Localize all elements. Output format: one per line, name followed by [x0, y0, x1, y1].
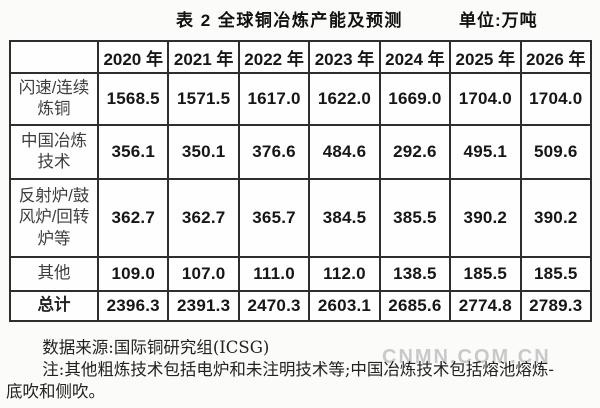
cell: 376.6: [237, 124, 311, 180]
note-line-1: 注:其他粗炼技术包括电炉和未注明技术等;中国冶炼技术包括熔池熔炼-: [42, 360, 554, 379]
year-header-2026: 2026 年: [519, 40, 593, 74]
cell: 362.7: [96, 178, 170, 258]
site-watermark: CNMN.COM.CN: [382, 346, 551, 368]
title-row: 表 2 全球铜冶炼产能及预测 单位:万吨: [0, 6, 600, 32]
corner-cell: [9, 40, 99, 74]
cell: 385.5: [378, 178, 452, 258]
year-header-2021: 2021 年: [167, 40, 240, 74]
cell: 356.1: [96, 124, 170, 180]
cell: 138.5: [378, 256, 452, 292]
cell: 185.5: [449, 256, 522, 292]
table-row-china-tech: 中国冶炼技术 356.1 350.1 376.6 484.6 292.6 495…: [9, 124, 593, 180]
cell: 2603.1: [308, 290, 381, 322]
cell: 2391.3: [167, 290, 240, 322]
cell: 2789.3: [519, 290, 593, 322]
unit-label: 单位:万吨: [459, 11, 538, 30]
table-row-flash-continuous: 闪速/连续炼铜 1568.5 1571.5 1617.0 1622.0 1669…: [9, 72, 593, 126]
data-source-note: 数据来源:国际铜研究组(ICSG): [42, 338, 270, 357]
cell: 112.0: [308, 256, 381, 292]
cell: 292.6: [378, 124, 452, 180]
cell: 1568.5: [96, 72, 170, 126]
row-label: 反射炉/鼓风炉/回转炉等: [9, 178, 99, 258]
cell: 1704.0: [519, 72, 593, 126]
cell: 509.6: [519, 124, 593, 180]
table-row-other: 其他 109.0 107.0 111.0 112.0 138.5 185.5 1…: [9, 256, 593, 292]
cell: 495.1: [449, 124, 522, 180]
table-row-total: 总计 2396.3 2391.3 2470.3 2603.1 2685.6 27…: [9, 290, 593, 322]
cell: 390.2: [519, 178, 593, 258]
cell: 1617.0: [237, 72, 311, 126]
year-header-2020: 2020 年: [96, 40, 170, 74]
cell: 484.6: [308, 124, 381, 180]
year-header-2024: 2024 年: [378, 40, 452, 74]
year-header-2023: 2023 年: [308, 40, 381, 74]
header-row: 2020 年 2021 年 2022 年 2023 年 2024 年 2025 …: [9, 40, 593, 74]
cell: 2685.6: [378, 290, 452, 322]
cell: 1669.0: [378, 72, 452, 126]
cell: 1704.0: [449, 72, 522, 126]
cell: 365.7: [237, 178, 311, 258]
table-row-reverb-furnace: 反射炉/鼓风炉/回转炉等 362.7 362.7 365.7 384.5 385…: [9, 178, 593, 258]
cell: 2396.3: [96, 290, 170, 322]
cell: 362.7: [167, 178, 240, 258]
year-header-2025: 2025 年: [449, 40, 522, 74]
page-title: 表 2 全球铜冶炼产能及预测: [176, 11, 403, 30]
cell: 2470.3: [237, 290, 311, 322]
row-label: 其他: [9, 256, 99, 292]
cell: 390.2: [449, 178, 522, 258]
cell: 2774.8: [449, 290, 522, 322]
cell: 111.0: [237, 256, 311, 292]
footnotes: 数据来源:国际铜研究组(ICSG) 注:其他粗炼技术包括电炉和未注明技术等;中国…: [6, 337, 596, 403]
cell: 384.5: [308, 178, 381, 258]
cell: 185.5: [519, 256, 593, 292]
cell: 1622.0: [308, 72, 381, 126]
year-header-2022: 2022 年: [237, 40, 311, 74]
cell: 109.0: [96, 256, 170, 292]
cell: 350.1: [167, 124, 240, 180]
row-label-total: 总计: [9, 290, 99, 322]
note-line-2: 底吹和侧吹。: [6, 382, 105, 401]
capacity-table: 2020 年 2021 年 2022 年 2023 年 2024 年 2025 …: [9, 40, 593, 322]
row-label: 中国冶炼技术: [9, 124, 99, 180]
cell: 1571.5: [167, 72, 240, 126]
row-label: 闪速/连续炼铜: [9, 72, 99, 126]
cell: 107.0: [167, 256, 240, 292]
